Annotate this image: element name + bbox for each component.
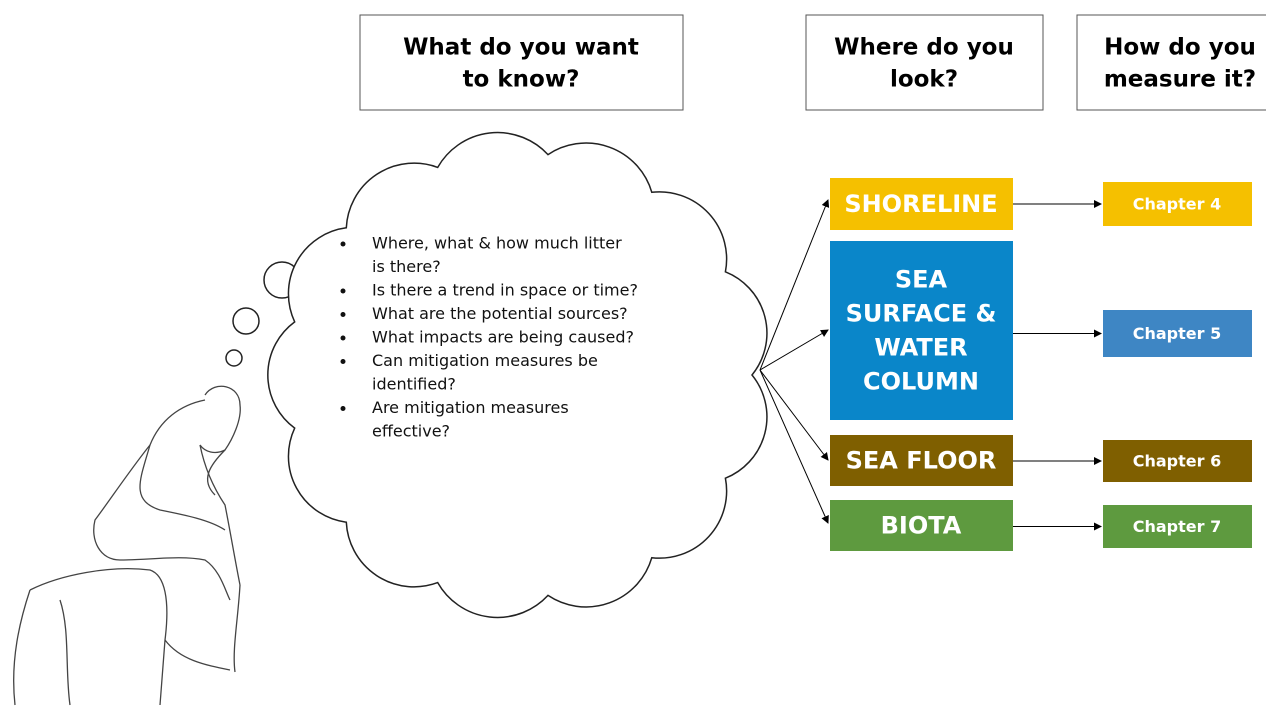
- chapter-label: Chapter 4: [1133, 195, 1221, 214]
- header-text: Where do you: [834, 35, 1014, 61]
- header-box: [1077, 15, 1266, 110]
- question-text: Where, what & how much litter: [372, 234, 622, 253]
- header-text: measure it?: [1104, 67, 1256, 93]
- header-text: How do you: [1104, 35, 1256, 61]
- chapter-label: Chapter 5: [1133, 324, 1221, 343]
- question-text: effective?: [372, 422, 450, 441]
- compartment-label: WATER: [874, 334, 967, 362]
- chapter-label: Chapter 6: [1133, 452, 1221, 471]
- thinker-sketch: [14, 386, 241, 705]
- compartment-label: SEA: [895, 266, 948, 294]
- thought-bubble: [226, 350, 242, 366]
- question-text: Can mitigation measures be: [372, 351, 598, 370]
- bullet: [341, 359, 346, 364]
- question-text: Is there a trend in space or time?: [372, 281, 638, 300]
- compartment-label: SEA FLOOR: [846, 447, 997, 475]
- compartment-label: BIOTA: [881, 512, 962, 540]
- question-text: What are the potential sources?: [372, 304, 628, 323]
- chapter-label: Chapter 7: [1133, 517, 1221, 536]
- compartment-label: SHORELINE: [844, 190, 997, 218]
- header-text: to know?: [463, 67, 580, 93]
- question-text: identified?: [372, 375, 456, 394]
- question-text: Are mitigation measures: [372, 398, 569, 417]
- compartment-label: SURFACE &: [846, 300, 997, 328]
- header-box: [360, 15, 683, 110]
- bullet: [341, 242, 346, 247]
- thought-cloud: [268, 133, 767, 618]
- thought-bubble: [233, 308, 259, 334]
- header-text: look?: [890, 67, 958, 93]
- question-text: What impacts are being caused?: [372, 328, 634, 347]
- bullet: [341, 312, 346, 317]
- arrow: [760, 330, 828, 370]
- bullet: [341, 406, 346, 411]
- header-text: What do you want: [403, 35, 639, 61]
- bullet: [341, 289, 346, 294]
- compartment-label: COLUMN: [863, 368, 979, 396]
- diagram: What do you want to know? Where do you look…: [0, 0, 1266, 709]
- bullet: [341, 336, 346, 341]
- header-box: [806, 15, 1043, 110]
- arrow: [760, 200, 828, 370]
- question-text: is there?: [372, 257, 441, 276]
